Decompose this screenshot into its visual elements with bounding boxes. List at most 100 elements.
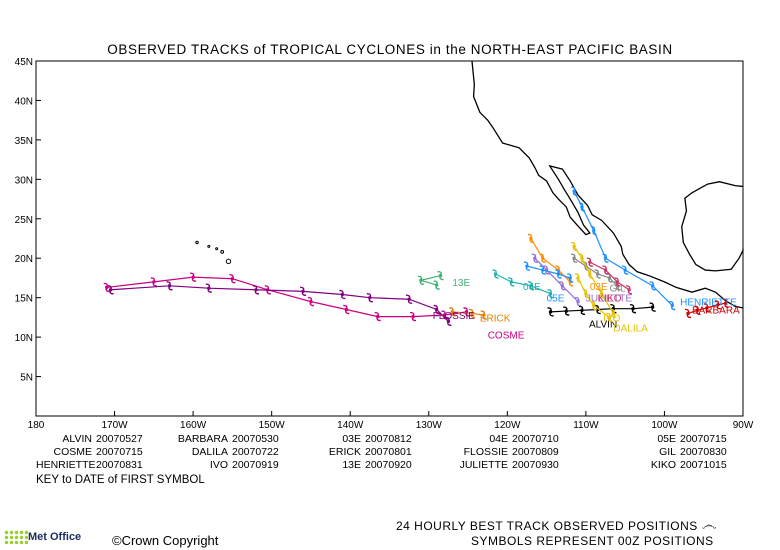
lat-tick-label: 35N xyxy=(15,136,33,147)
hawaii-island xyxy=(220,250,225,254)
track-label: IVO xyxy=(603,313,620,324)
cyclone-symbol xyxy=(575,296,582,307)
key-date: 20071015 xyxy=(680,459,727,471)
key-date: 20070710 xyxy=(512,433,559,445)
cyclone-symbol xyxy=(433,280,440,290)
track-label: BARBARA xyxy=(692,305,740,316)
cyclone-symbol xyxy=(103,282,110,293)
track-label: JULIETTE xyxy=(586,294,632,305)
lon-tick-label: 180 xyxy=(28,420,45,431)
key-date: 20070812 xyxy=(365,433,412,445)
key-name: IVO xyxy=(209,459,228,471)
cyclone-symbol xyxy=(582,289,589,299)
cyclone-symbol xyxy=(714,300,721,310)
lat-tick-label: 10N xyxy=(15,333,33,344)
cyclone-symbol xyxy=(547,289,554,299)
key-name: 05E xyxy=(657,433,676,445)
key-date: 20070809 xyxy=(512,446,559,458)
cyclone-symbol xyxy=(586,269,593,279)
lon-tick-label: 100W xyxy=(651,420,678,431)
map-title: OBSERVED TRACKS of TROPICAL CYCLONES in … xyxy=(107,42,673,57)
cyclone-symbol xyxy=(598,289,605,299)
lon-tick-label: 90W xyxy=(733,420,754,431)
cyclone-symbol xyxy=(571,253,578,263)
key-date: 20070715 xyxy=(96,446,143,458)
hawaii-island xyxy=(195,240,199,245)
key-name: 04E xyxy=(489,433,508,445)
cyclone-symbol xyxy=(594,269,601,279)
cyclone-symbol xyxy=(563,306,570,316)
cyclone-symbol xyxy=(629,304,637,314)
cyclone-symbol xyxy=(606,312,613,323)
cyclone-symbol xyxy=(571,241,578,252)
cyclone-symbol xyxy=(205,283,212,293)
cyclone-symbol xyxy=(307,296,314,307)
lon-tick-label: 160W xyxy=(180,420,207,431)
lat-tick-label: 15N xyxy=(15,294,33,305)
track-04e: 04E xyxy=(492,269,554,299)
lon-tick-label: 110W xyxy=(573,420,599,431)
cyclone-symbol xyxy=(449,307,456,317)
footer-line-2: SYMBOLS REPRESENT 00Z POSITIONS xyxy=(471,534,714,548)
track-label: HENRIETTE xyxy=(680,298,737,309)
cyclone-symbol-icon: ෴ xyxy=(701,517,718,534)
lat-tick-label: 25N xyxy=(15,215,33,226)
lat-tick-label: 30N xyxy=(15,175,33,186)
track-line xyxy=(526,265,571,279)
cyclone-symbol xyxy=(343,304,350,315)
lon-tick-label: 120W xyxy=(494,420,521,431)
key-date: 20070715 xyxy=(680,433,727,445)
key-date: 20070801 xyxy=(365,446,412,458)
cyclone-symbol xyxy=(578,202,585,212)
cyclone-symbol xyxy=(602,265,609,275)
cyclone-symbol xyxy=(602,253,609,263)
track-05e: 05E xyxy=(523,261,574,305)
cyclone-symbol xyxy=(150,277,157,287)
cyclone-symbol xyxy=(614,277,621,287)
track-label: 05E xyxy=(547,294,565,305)
key-date: 20070930 xyxy=(512,459,559,471)
hawaii-island xyxy=(207,244,211,248)
storm-tracks: ALVIN BARBARA COSME DALILA ERICK FLOSSIE GIL HE… xyxy=(103,186,740,342)
cyclone-symbol xyxy=(445,316,452,327)
key-name: JULIETTE xyxy=(459,459,508,471)
cyclone-symbol xyxy=(649,302,656,312)
track-line xyxy=(106,276,467,318)
track-label: ERICK xyxy=(480,313,511,324)
coastline-segment xyxy=(471,60,744,309)
track-label: COSME xyxy=(488,331,525,342)
lon-tick-label: 170W xyxy=(101,420,128,431)
track-barbara: BARBARA xyxy=(684,298,740,319)
cyclone-symbol xyxy=(480,310,487,320)
cyclone-symbol xyxy=(374,311,381,322)
track-label: DALILA xyxy=(613,324,648,335)
track-13e: 13E xyxy=(417,270,470,290)
track-label: FLOSSIE xyxy=(433,311,476,322)
lon-tick-label: 140W xyxy=(337,420,364,431)
cyclone-symbol xyxy=(527,233,534,244)
key-name: BARBARA xyxy=(177,433,228,445)
cyclone-symbol xyxy=(433,304,440,315)
cyclone-symbol xyxy=(669,300,676,311)
track-line xyxy=(495,273,551,295)
cyclone-symbol xyxy=(492,269,499,279)
cyclone-symbol xyxy=(468,308,476,319)
track-henriette: HENRIETTE xyxy=(571,186,737,311)
cyclone-symbol xyxy=(527,281,534,291)
cyclone-symbol xyxy=(578,253,585,263)
hawaii-island xyxy=(225,258,232,265)
lon-tick-label: 150W xyxy=(259,420,286,431)
track-line xyxy=(110,285,449,322)
cyclone-symbol xyxy=(437,270,444,281)
track-label: ALVIN xyxy=(589,320,617,331)
logo-text: Met Office xyxy=(28,530,82,543)
track-label: GIL xyxy=(609,283,626,294)
cyclone-symbol xyxy=(508,277,515,287)
track-label: KIKO xyxy=(598,294,622,305)
cyclone-symbol xyxy=(190,272,197,282)
track-line xyxy=(589,261,630,291)
footer-line-1-text: 24 HOURLY BEST TRACK OBSERVED POSITIONS xyxy=(396,519,698,533)
lat-tick-label: 40N xyxy=(15,96,33,107)
key-date: 20070919 xyxy=(232,459,279,471)
key-name: COSME xyxy=(53,446,92,458)
